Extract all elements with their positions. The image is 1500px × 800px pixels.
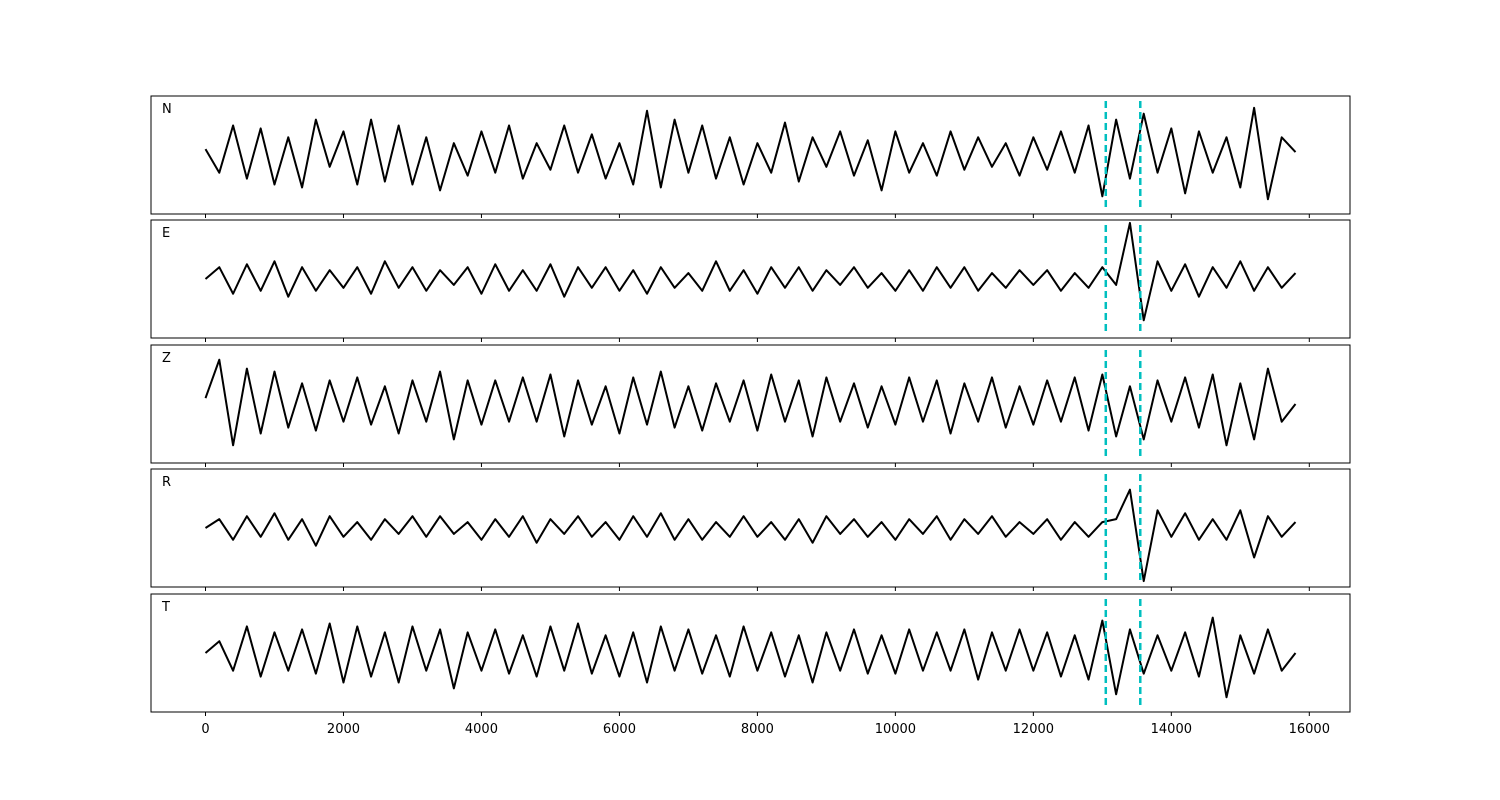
x-tick-label: 10000 — [875, 722, 916, 737]
x-tick-label: 16000 — [1289, 722, 1330, 737]
trace — [204, 106, 1297, 201]
trace — [204, 221, 1297, 322]
trace — [204, 488, 1297, 583]
panel-label: N — [162, 102, 172, 117]
x-tick-label: 8000 — [741, 722, 774, 737]
panel-label: T — [161, 600, 170, 615]
trace — [204, 358, 1297, 447]
panel-label: E — [162, 226, 170, 241]
x-tick-label: 0 — [201, 722, 209, 737]
panel-frame — [150, 344, 1351, 464]
x-tick-label: 4000 — [465, 722, 498, 737]
panel-frame — [150, 468, 1351, 588]
panel-frame — [150, 219, 1351, 339]
panel-frame — [150, 593, 1351, 713]
panel-label: R — [162, 475, 171, 490]
panel-label: Z — [162, 351, 171, 366]
x-tick-label: 2000 — [327, 722, 360, 737]
x-tick-label: 14000 — [1151, 722, 1192, 737]
panel-frame — [150, 95, 1351, 215]
trace — [204, 616, 1297, 699]
x-tick-label: 12000 — [1013, 722, 1054, 737]
x-tick-label: 6000 — [603, 722, 636, 737]
